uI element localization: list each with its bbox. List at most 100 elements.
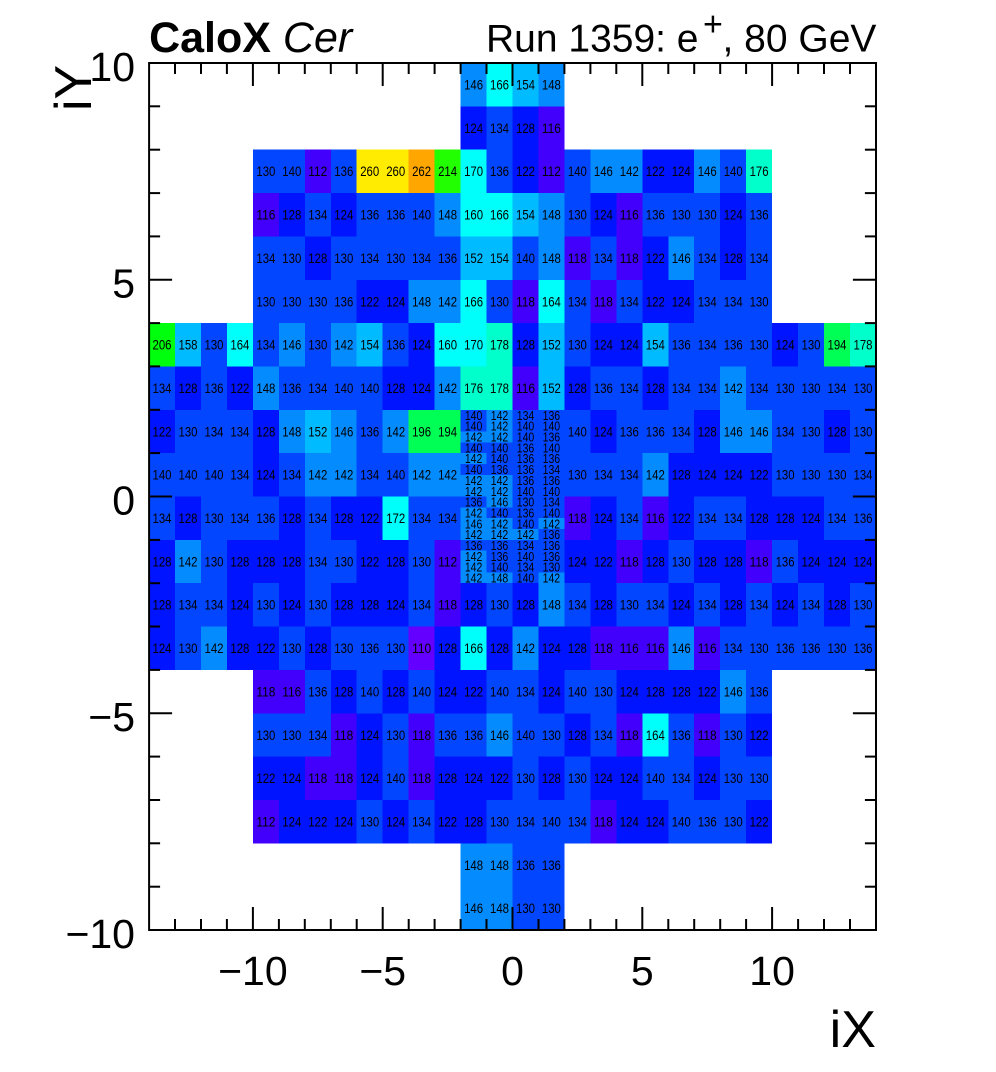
svg-text:130: 130 xyxy=(750,771,769,786)
svg-text:128: 128 xyxy=(516,121,535,136)
svg-text:146: 146 xyxy=(491,495,509,510)
svg-text:130: 130 xyxy=(750,294,769,309)
svg-text:146: 146 xyxy=(594,164,613,179)
svg-text:136: 136 xyxy=(646,208,665,223)
svg-text:5: 5 xyxy=(631,948,654,994)
svg-text:136: 136 xyxy=(543,549,561,564)
svg-text:112: 112 xyxy=(256,815,275,830)
svg-text:134: 134 xyxy=(750,381,769,396)
svg-text:136: 136 xyxy=(620,424,639,439)
svg-text:130: 130 xyxy=(517,495,535,510)
svg-text:140: 140 xyxy=(517,430,535,445)
svg-text:136: 136 xyxy=(334,294,353,309)
svg-text:112: 112 xyxy=(438,554,457,569)
svg-text:118: 118 xyxy=(620,251,639,266)
svg-text:136: 136 xyxy=(543,451,561,466)
svg-text:136: 136 xyxy=(750,684,769,699)
svg-text:142: 142 xyxy=(334,338,353,353)
svg-text:−10: −10 xyxy=(218,948,288,994)
svg-text:124: 124 xyxy=(568,554,587,569)
svg-text:134: 134 xyxy=(698,381,717,396)
svg-text:118: 118 xyxy=(256,684,275,699)
svg-text:122: 122 xyxy=(153,424,172,439)
svg-text:130: 130 xyxy=(386,728,405,743)
svg-text:iX: iX xyxy=(830,1001,876,1059)
svg-text:142: 142 xyxy=(412,468,431,483)
svg-text:136: 136 xyxy=(360,208,379,223)
svg-text:140: 140 xyxy=(491,440,509,455)
svg-text:128: 128 xyxy=(179,511,198,526)
svg-text:130: 130 xyxy=(568,338,587,353)
svg-text:140: 140 xyxy=(490,684,509,699)
svg-text:142: 142 xyxy=(465,571,483,586)
svg-text:134: 134 xyxy=(412,251,431,266)
svg-text:136: 136 xyxy=(517,505,535,520)
svg-text:122: 122 xyxy=(438,815,457,830)
svg-text:122: 122 xyxy=(360,511,379,526)
svg-text:172: 172 xyxy=(386,511,405,526)
svg-text:142: 142 xyxy=(465,560,483,575)
svg-text:10: 10 xyxy=(89,44,135,90)
svg-text:128: 128 xyxy=(542,771,561,786)
svg-text:140: 140 xyxy=(543,484,561,499)
svg-text:130: 130 xyxy=(490,598,509,613)
svg-text:136: 136 xyxy=(776,554,795,569)
svg-text:134: 134 xyxy=(828,511,847,526)
svg-text:134: 134 xyxy=(776,424,795,439)
svg-text:142: 142 xyxy=(438,294,457,309)
svg-text:124: 124 xyxy=(412,338,431,353)
svg-text:130: 130 xyxy=(750,338,769,353)
svg-text:116: 116 xyxy=(542,121,561,136)
svg-text:, 80 GeV: , 80 GeV xyxy=(723,18,877,61)
svg-text:134: 134 xyxy=(594,468,613,483)
svg-text:136: 136 xyxy=(386,338,405,353)
svg-text:118: 118 xyxy=(334,728,353,743)
svg-text:112: 112 xyxy=(308,164,327,179)
svg-text:130: 130 xyxy=(802,338,821,353)
svg-text:130: 130 xyxy=(282,294,301,309)
svg-text:136: 136 xyxy=(360,424,379,439)
svg-text:140: 140 xyxy=(465,440,483,455)
svg-text:124: 124 xyxy=(698,771,717,786)
svg-text:130: 130 xyxy=(386,251,405,266)
svg-text:136: 136 xyxy=(543,408,561,423)
svg-text:128: 128 xyxy=(179,381,198,396)
svg-text:134: 134 xyxy=(698,338,717,353)
svg-text:142: 142 xyxy=(491,419,509,434)
svg-text:142: 142 xyxy=(491,408,509,423)
svg-text:124: 124 xyxy=(256,468,275,483)
svg-text:134: 134 xyxy=(698,251,717,266)
svg-text:164: 164 xyxy=(542,294,561,309)
svg-text:134: 134 xyxy=(568,815,587,830)
svg-text:124: 124 xyxy=(334,208,353,223)
svg-text:142: 142 xyxy=(517,527,535,542)
svg-text:128: 128 xyxy=(672,468,691,483)
svg-text:136: 136 xyxy=(282,381,301,396)
svg-text:130: 130 xyxy=(568,771,587,786)
svg-text:124: 124 xyxy=(724,208,743,223)
svg-text:0: 0 xyxy=(501,948,524,994)
svg-text:128: 128 xyxy=(308,251,327,266)
svg-text:142: 142 xyxy=(465,430,483,445)
svg-text:128: 128 xyxy=(646,381,665,396)
svg-text:134: 134 xyxy=(698,294,717,309)
svg-text:122: 122 xyxy=(516,164,535,179)
svg-text:118: 118 xyxy=(568,251,587,266)
svg-text:140: 140 xyxy=(491,560,509,575)
svg-text:148: 148 xyxy=(542,208,561,223)
svg-text:158: 158 xyxy=(179,338,198,353)
svg-text:214: 214 xyxy=(438,164,457,179)
svg-text:142: 142 xyxy=(543,571,561,586)
svg-text:154: 154 xyxy=(516,78,535,93)
svg-text:0: 0 xyxy=(112,477,135,523)
svg-text:136: 136 xyxy=(543,538,561,553)
svg-text:136: 136 xyxy=(438,728,457,743)
svg-text:128: 128 xyxy=(334,511,353,526)
svg-text:130: 130 xyxy=(854,381,873,396)
svg-text:194: 194 xyxy=(828,338,847,353)
svg-text:116: 116 xyxy=(620,641,639,656)
svg-text:134: 134 xyxy=(594,728,613,743)
svg-text:136: 136 xyxy=(802,641,821,656)
svg-text:122: 122 xyxy=(698,684,717,699)
svg-text:130: 130 xyxy=(542,728,561,743)
